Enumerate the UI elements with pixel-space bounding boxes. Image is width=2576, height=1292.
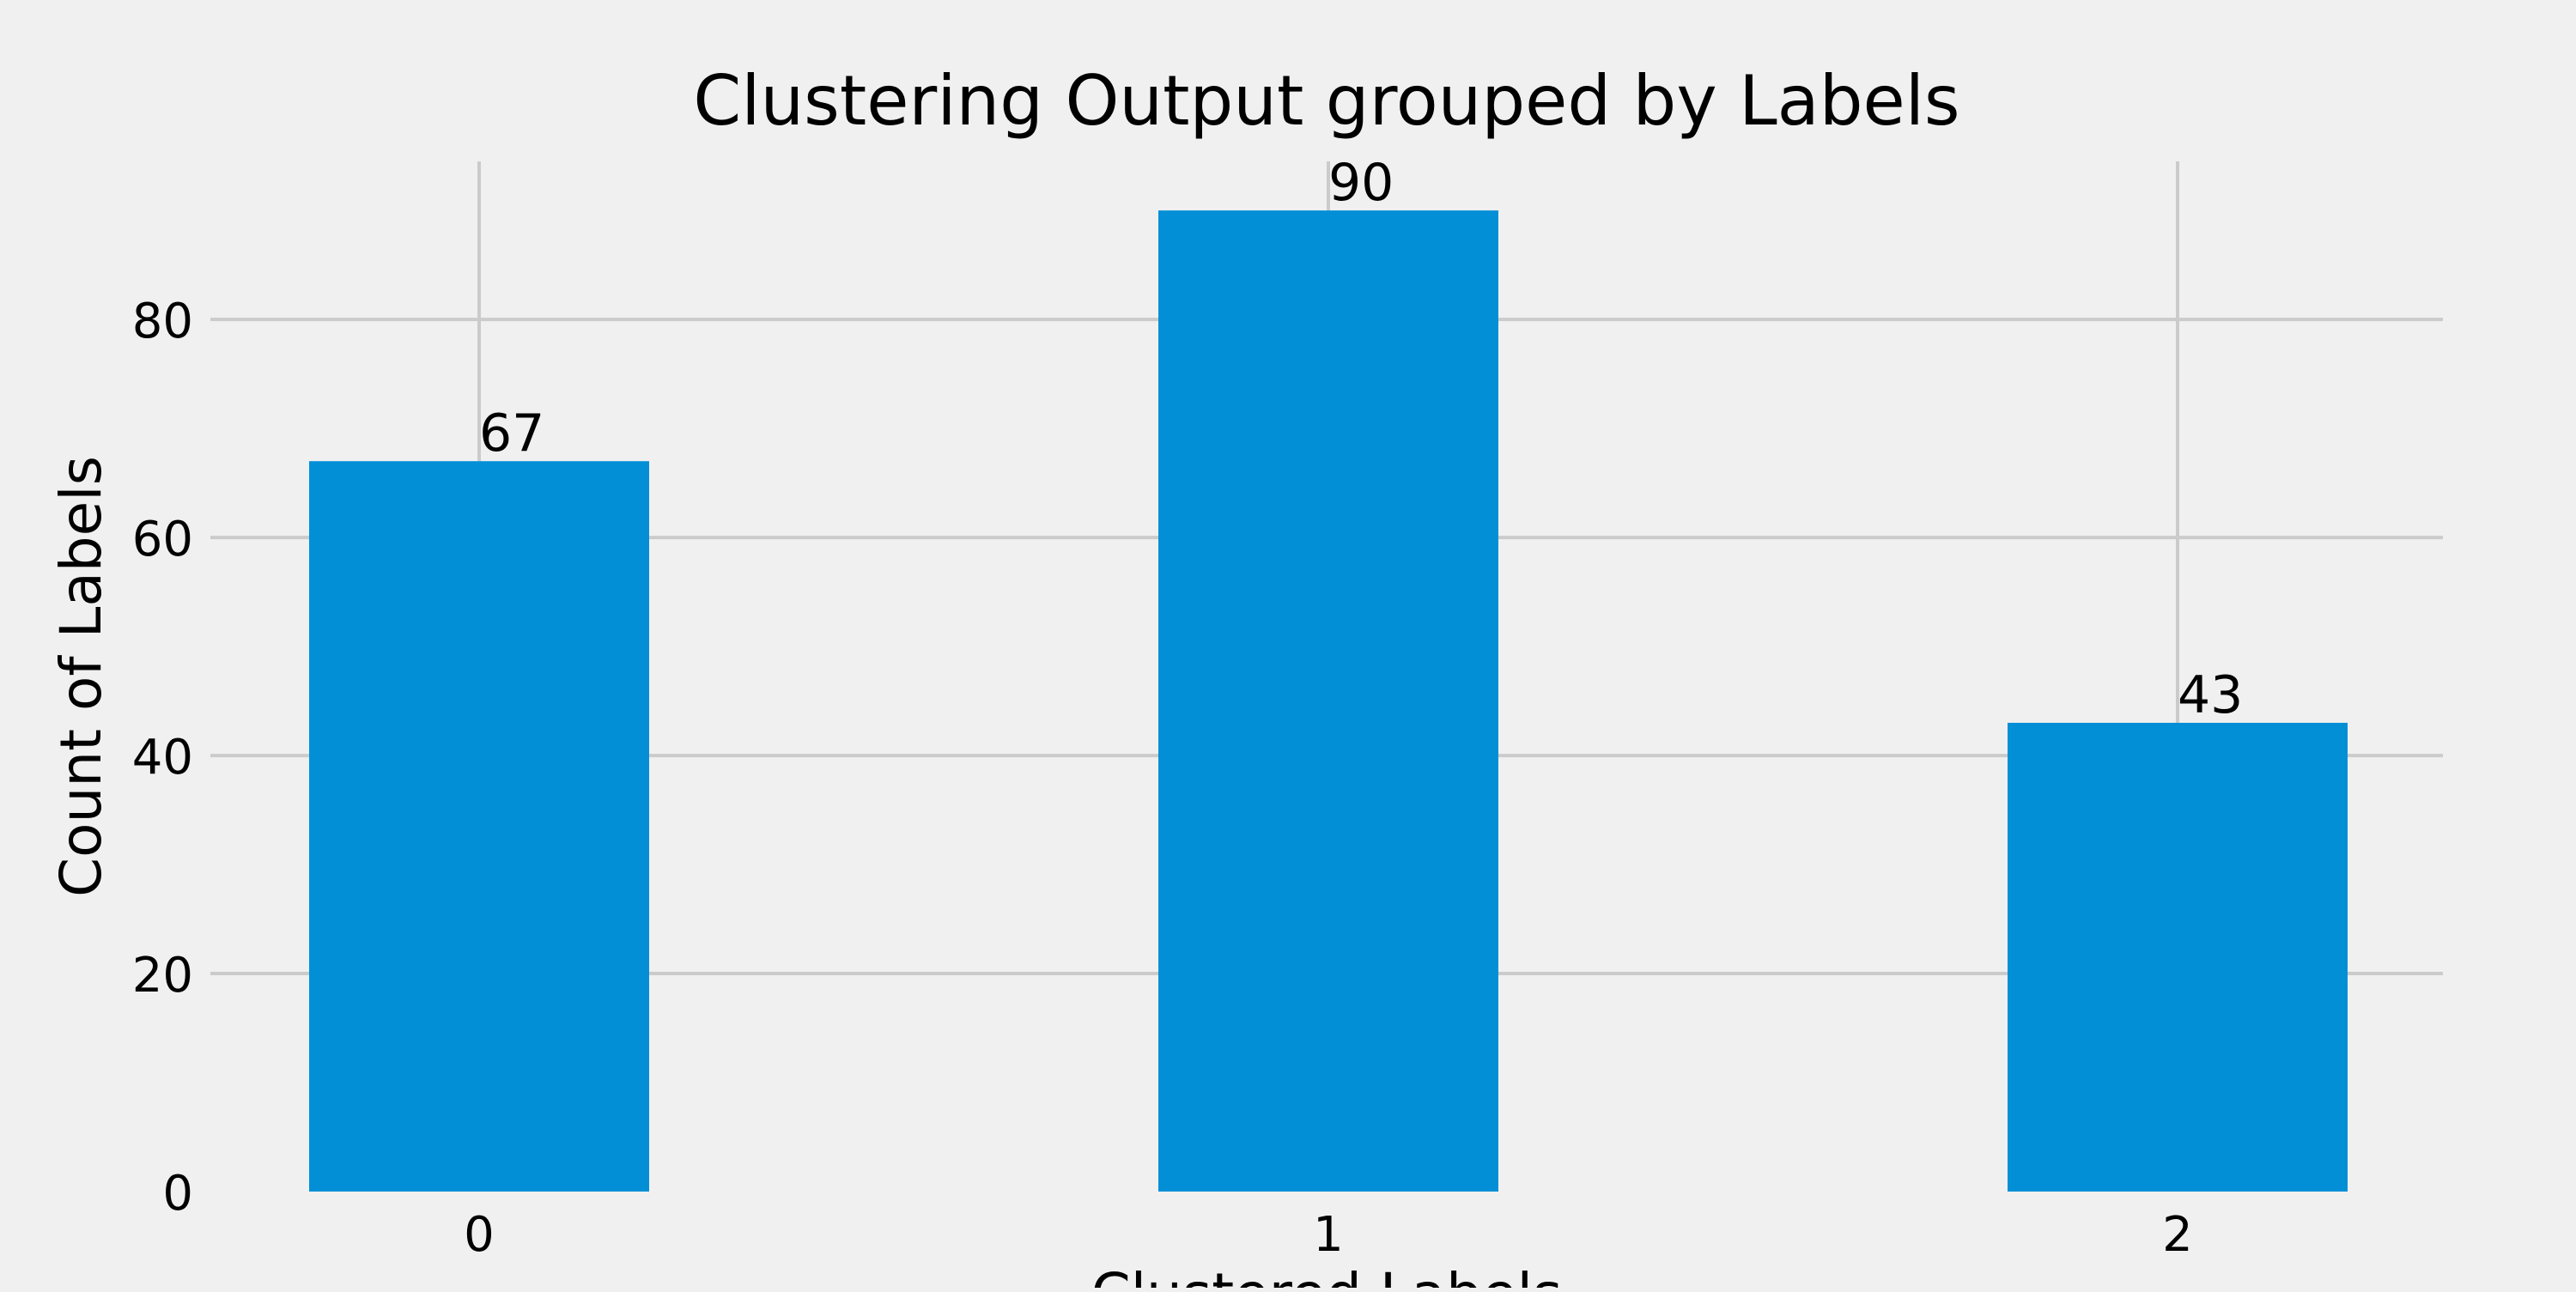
y-tick-label: 80 bbox=[132, 294, 193, 349]
y-tick-label: 40 bbox=[132, 730, 193, 786]
bar-1 bbox=[1158, 210, 1498, 1192]
x-tick-label: 0 bbox=[464, 1207, 495, 1263]
x-tick-label: 2 bbox=[2162, 1207, 2193, 1263]
y-tick-label: 20 bbox=[132, 948, 193, 1004]
bar-0 bbox=[309, 461, 649, 1192]
x-tick-label: 1 bbox=[1313, 1207, 1344, 1263]
y-tick-label: 0 bbox=[162, 1166, 193, 1222]
y-tick-label: 60 bbox=[132, 512, 193, 567]
chart-title: Clustering Output grouped by Labels bbox=[693, 61, 1959, 141]
bar-2 bbox=[2008, 722, 2348, 1192]
bar-layer bbox=[309, 210, 2348, 1192]
data-label: 67 bbox=[479, 403, 544, 464]
label-layer: 0 20 40 60 80 67 0 90 1 43 2 bbox=[132, 153, 2244, 1263]
data-label: 43 bbox=[2178, 665, 2243, 725]
x-axis-title: Clustered Labels bbox=[1091, 1261, 1563, 1288]
data-label: 90 bbox=[1328, 153, 1394, 213]
y-axis-title: Count of Labels bbox=[48, 456, 114, 897]
